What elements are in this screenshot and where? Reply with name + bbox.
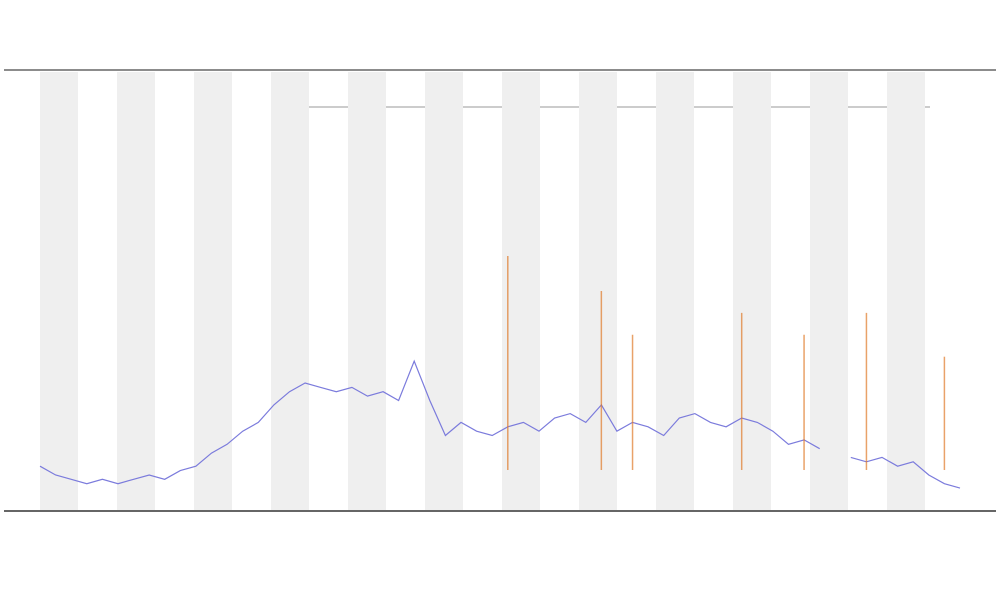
band <box>656 72 694 510</box>
band <box>348 72 386 510</box>
band <box>810 72 848 510</box>
bands <box>40 72 925 510</box>
band <box>271 72 309 510</box>
band <box>117 72 155 510</box>
band <box>579 72 617 510</box>
line-series <box>39 359 961 489</box>
band <box>887 72 925 510</box>
band <box>40 72 78 510</box>
band <box>425 72 463 510</box>
band <box>733 72 771 510</box>
band <box>194 72 232 510</box>
